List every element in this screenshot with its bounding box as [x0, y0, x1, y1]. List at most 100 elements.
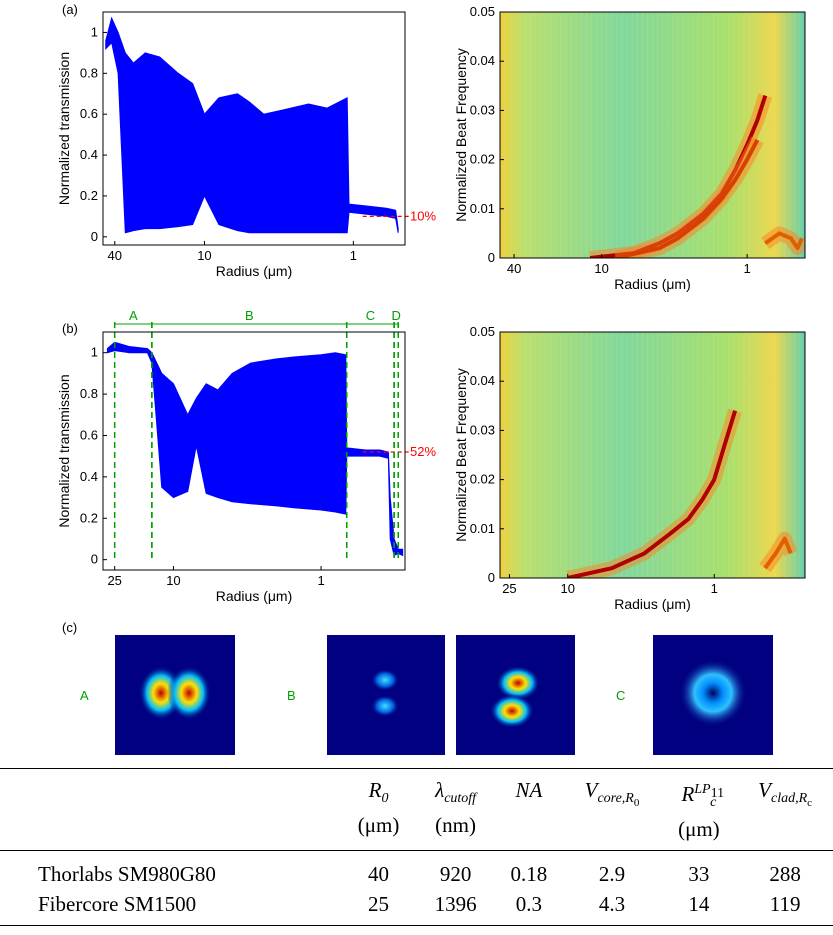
- table-row: Thorlabs SM980G80 40 920 0.18 2.9 33 288: [0, 851, 833, 890]
- y-tick-label: 0.01: [470, 521, 495, 536]
- signal-envelope: [105, 16, 399, 234]
- x-tick-label: 10: [560, 581, 574, 596]
- name-cell: Thorlabs SM980G80: [38, 862, 216, 887]
- header-cell: RLP11c (μm): [661, 769, 738, 851]
- subscript: core,R0: [597, 791, 640, 809]
- panel-label: (b): [62, 321, 78, 336]
- value-cell: 288: [769, 862, 801, 887]
- subscript-text: core,R: [597, 791, 634, 807]
- value-cell: 0.3: [515, 892, 542, 917]
- y-tick-label: 0.6: [80, 106, 98, 121]
- lobe: [490, 694, 534, 728]
- header-cell: Vcore,R0: [563, 769, 660, 851]
- lobe: [496, 666, 540, 700]
- axes-box: [102, 331, 406, 571]
- y-tick-label: 0: [488, 570, 495, 585]
- x-tick-label: 1: [744, 261, 751, 276]
- symbol: λ: [435, 778, 445, 802]
- value-cell: 920: [439, 862, 472, 887]
- y-tick-label: 0.6: [80, 427, 98, 442]
- y-axis-label: Normalized Beat Frequency: [453, 48, 469, 222]
- y-tick-label: 0.01: [470, 201, 495, 216]
- value-cell: 14: [688, 892, 710, 917]
- x-tick-label: 25: [107, 573, 121, 588]
- name-cell: Fibercore SM1500: [38, 892, 197, 917]
- y-tick-label: 0.04: [470, 373, 495, 388]
- header-cell: λcutoff (nm): [417, 769, 494, 851]
- signal-envelope: [106, 341, 404, 557]
- table-row: Fibercore SM1500 25 1396 0.3 4.3 14 119: [0, 889, 833, 926]
- heatmap-background: [500, 332, 805, 578]
- y-axis-label: Normalized transmission: [56, 374, 72, 527]
- subscript: 0: [381, 791, 388, 806]
- x-axis-label: Radius (μm): [216, 588, 293, 604]
- x-tick-label: 10: [594, 261, 608, 276]
- y-tick-label: 0: [488, 250, 495, 265]
- lobe: [371, 669, 399, 691]
- unit: (μm): [678, 817, 720, 842]
- axes-box: [499, 331, 806, 579]
- x-axis-label: Radius (μm): [614, 276, 691, 292]
- parameter-table: R0 (μm) λcutoff (nm) NA Vcore,R0 RLP11c (μm) Vcl…: [0, 768, 833, 926]
- mode-images: [115, 635, 773, 755]
- subscript-sub: 0: [633, 796, 640, 809]
- x-axis-label: Radius (μm): [216, 263, 293, 279]
- reference-label: 10%: [410, 208, 436, 223]
- lobe: [167, 666, 211, 720]
- x-tick-label: 10: [197, 248, 211, 263]
- ring: [679, 659, 747, 727]
- mode-label: C: [616, 688, 625, 703]
- subscript: clad,Rc: [771, 791, 813, 809]
- value-cell: 40: [368, 862, 390, 887]
- value-cell: 4.3: [598, 892, 626, 917]
- subscript-text: 0: [381, 791, 389, 807]
- y-tick-label: 0.04: [470, 53, 495, 68]
- header-cell: [0, 769, 340, 851]
- reference-label: 52%: [410, 444, 436, 459]
- x-axis-label: Radius (μm): [614, 596, 691, 612]
- header-cell: NA: [494, 769, 563, 851]
- mode-label: A: [80, 688, 89, 703]
- x-tick-label: 1: [317, 573, 324, 588]
- value-cell: 119: [769, 892, 801, 917]
- subscript-sub: c: [807, 796, 813, 809]
- y-tick-label: 0: [91, 552, 98, 567]
- subscript: c: [710, 795, 716, 810]
- region-label: D: [391, 308, 400, 323]
- y-tick-label: 0.4: [80, 469, 98, 484]
- symbol: R: [368, 778, 382, 802]
- value-cell: 25: [368, 892, 390, 917]
- axes-box: [499, 11, 806, 259]
- y-tick-label: 0.03: [470, 422, 495, 437]
- ridge: [567, 410, 738, 578]
- mode-image: [327, 635, 445, 755]
- y-tick-label: 0: [91, 229, 98, 244]
- symbol: V: [584, 778, 598, 802]
- plot-area: [105, 16, 399, 234]
- header-row: R0 (μm) λcutoff (nm) NA Vcore,R0 RLP11c (μm) Vcl…: [0, 768, 833, 851]
- y-tick-label: 0.8: [80, 65, 98, 80]
- axes-box: [102, 11, 406, 246]
- y-axis-label: Normalized transmission: [56, 52, 72, 205]
- x-tick-label: 25: [502, 581, 516, 596]
- unit: (μm): [357, 813, 400, 838]
- value-cell: 2.9: [598, 862, 626, 887]
- value-cell: 1396: [434, 892, 477, 917]
- value-cell: 33: [688, 862, 710, 887]
- symbol: NA: [515, 778, 543, 802]
- x-tick-label: 1: [350, 248, 357, 263]
- unit: (nm): [435, 813, 476, 838]
- ridge: [764, 231, 804, 251]
- panel-label: (c): [62, 620, 77, 635]
- panel-label: (a): [62, 2, 78, 17]
- plot-area: [500, 332, 805, 578]
- x-tick-label: 40: [507, 261, 521, 276]
- x-tick-label: 1: [711, 581, 718, 596]
- region-label: B: [245, 308, 254, 323]
- subscript-text: cutoff: [444, 791, 477, 807]
- y-tick-label: 0.2: [80, 510, 98, 525]
- y-tick-label: 0.02: [470, 472, 495, 487]
- subscript-text: clad,R: [771, 791, 808, 807]
